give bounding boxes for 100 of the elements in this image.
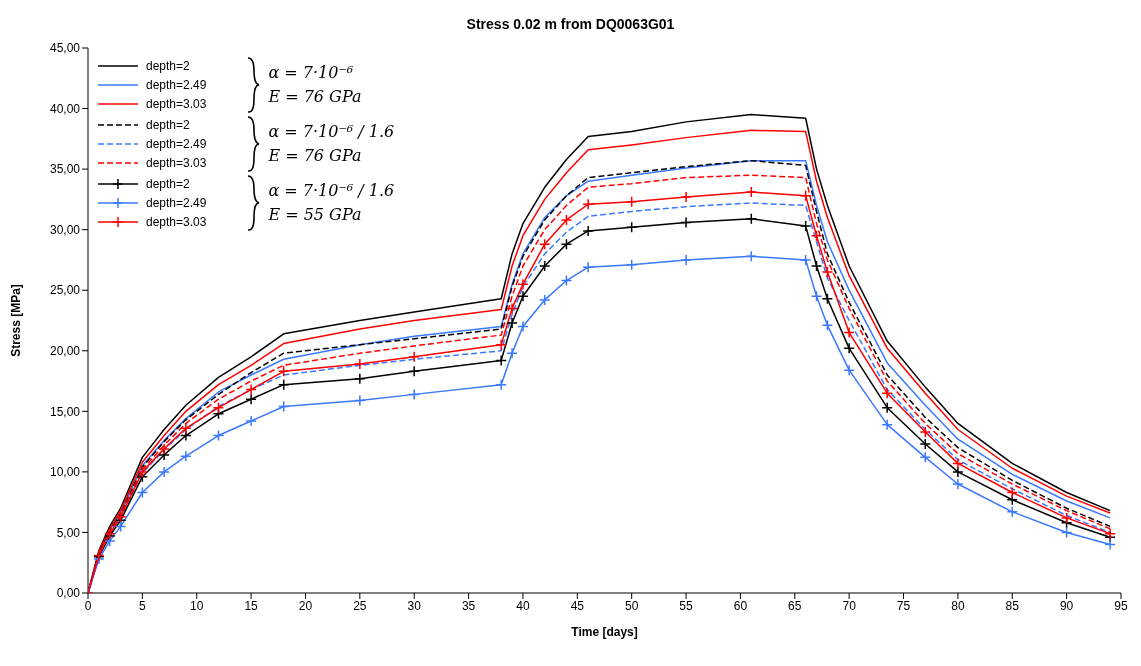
point [821, 266, 834, 278]
point [180, 422, 192, 435]
point [821, 319, 834, 332]
annotation: α = 7·10⁻⁶ [268, 61, 355, 84]
legend-label: depth=2.49 [146, 77, 207, 92]
x-tick-label: 20 [298, 598, 313, 613]
point [495, 338, 507, 351]
point [1006, 486, 1019, 499]
point [158, 466, 170, 478]
x-tick-label: 10 [190, 598, 204, 613]
point [843, 342, 855, 355]
point [506, 317, 518, 329]
legend-label: depth=3.03 [146, 214, 207, 229]
y-tick-label: 35,00 [49, 162, 81, 177]
point [517, 278, 529, 290]
point [517, 290, 529, 303]
point [158, 443, 170, 455]
point [810, 290, 823, 303]
annotation: E = 76 GPa [268, 144, 363, 167]
x-tick-label: 75 [896, 598, 911, 613]
x-tick-label: 90 [1059, 598, 1074, 613]
point [881, 387, 893, 399]
y-tick-label: 45,00 [49, 41, 81, 56]
point [408, 388, 420, 401]
point [354, 372, 366, 385]
y-tick-label: 20,00 [49, 344, 81, 359]
point [952, 457, 964, 470]
point [354, 394, 366, 407]
y-tick-label: 15,00 [49, 404, 81, 419]
y-tick-label: 40,00 [49, 101, 81, 116]
y-tick-label: 0,00 [56, 586, 81, 601]
legend-label: depth=2 [146, 176, 190, 191]
point [538, 294, 551, 306]
y-tick-label: 30,00 [49, 222, 81, 237]
legend-label: depth=2.49 [146, 136, 207, 151]
point [277, 378, 290, 391]
y-tick-label: 5,00 [56, 525, 81, 540]
point [843, 326, 855, 339]
point [277, 365, 290, 378]
point [582, 198, 594, 210]
point [881, 401, 893, 414]
point [919, 426, 932, 438]
point [560, 238, 573, 250]
point [560, 214, 573, 226]
x-tick-label: 15 [244, 598, 259, 613]
x-axis-title: Time [days] [571, 625, 638, 639]
x-tick-label: 25 [353, 598, 367, 613]
point [745, 186, 758, 198]
point [354, 358, 366, 370]
x-tick-label: 80 [951, 598, 965, 613]
x-tick-label: 40 [516, 598, 530, 613]
annotation: α = 7·10⁻⁶ / 1.6 [268, 120, 395, 143]
annotation: E = 76 GPa [268, 85, 362, 108]
point [1006, 506, 1019, 518]
point [952, 478, 964, 490]
x-tick-label: 50 [625, 598, 639, 613]
legend-label: depth=3.03 [146, 96, 207, 111]
point [582, 261, 594, 273]
point [799, 220, 812, 232]
point [582, 225, 594, 237]
point [625, 221, 638, 233]
point [245, 393, 257, 405]
point [517, 320, 529, 333]
annotation: α = 7·10⁻⁶ / 1.6 [268, 179, 395, 202]
point [538, 238, 551, 250]
x-tick-label: 45 [570, 598, 585, 613]
point [1060, 526, 1073, 539]
x-tick-label: 60 [733, 598, 748, 613]
point [495, 378, 507, 391]
point [114, 510, 127, 523]
point [680, 254, 692, 266]
point [821, 292, 834, 305]
point [136, 486, 149, 499]
point [919, 438, 932, 450]
legend-label: depth=3.03 [146, 155, 207, 170]
point [114, 520, 127, 533]
point [810, 260, 823, 272]
point [843, 364, 855, 376]
annotation: E = 55 GPa [268, 203, 363, 226]
y-axis-title: Stress [MPa] [9, 284, 24, 357]
point [136, 466, 149, 478]
point [680, 191, 692, 203]
point [180, 450, 192, 462]
point [277, 400, 290, 413]
x-tick-label: 70 [842, 598, 857, 613]
y-tick-label: 25,00 [49, 283, 81, 298]
point [245, 383, 257, 396]
point [506, 347, 518, 359]
point [408, 365, 420, 378]
x-tick-label: 55 [679, 598, 694, 613]
point [625, 259, 638, 271]
point [952, 466, 964, 478]
x-tick-label: 0 [84, 598, 92, 613]
point [212, 429, 225, 442]
x-tick-label: 85 [1005, 598, 1020, 613]
x-tick-label: 5 [139, 598, 147, 613]
point [212, 401, 225, 414]
point [799, 254, 812, 266]
point [810, 229, 823, 242]
point [919, 451, 932, 464]
